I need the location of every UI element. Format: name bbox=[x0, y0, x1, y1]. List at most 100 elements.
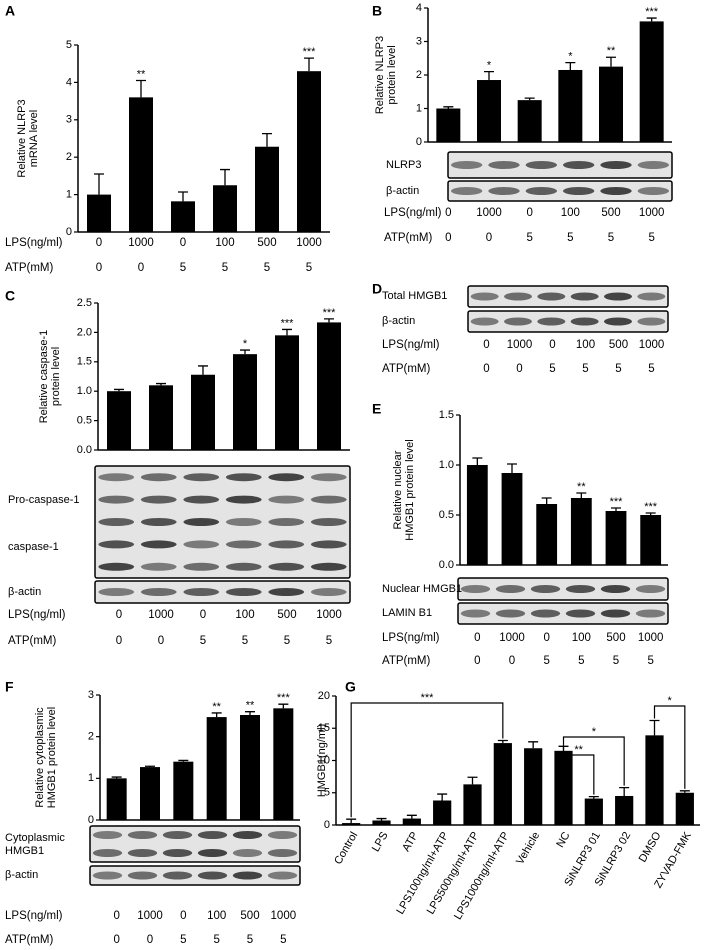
bar bbox=[605, 511, 627, 565]
bar bbox=[129, 97, 153, 232]
bar bbox=[149, 385, 173, 450]
condition-value: 5 bbox=[200, 635, 206, 647]
blot-band bbox=[637, 292, 666, 301]
blot-band bbox=[504, 317, 532, 326]
y-tick-label: 4 bbox=[416, 2, 422, 14]
error-bar bbox=[240, 349, 250, 355]
blot-box bbox=[447, 180, 673, 202]
condition-value: 100 bbox=[572, 632, 591, 644]
blot-band bbox=[310, 540, 347, 549]
error-bar bbox=[114, 388, 124, 392]
error-bar bbox=[282, 328, 292, 336]
panel-letter: A bbox=[5, 3, 15, 19]
blot-label: β-actin bbox=[386, 185, 419, 197]
condition-value: 0 bbox=[526, 207, 532, 219]
blot-band bbox=[98, 495, 135, 504]
condition-value: 0 bbox=[474, 632, 480, 644]
y-tick-label: 3 bbox=[416, 35, 422, 47]
y-axis-label: Relative NLRP3 bbox=[374, 36, 386, 114]
y-tick-label: 0 bbox=[88, 814, 94, 826]
bar bbox=[536, 504, 558, 565]
blot-band bbox=[450, 161, 483, 169]
x-tick-label: ATP bbox=[400, 830, 421, 854]
blot-band bbox=[525, 161, 558, 169]
significance-label: ** bbox=[607, 45, 616, 57]
condition-value: 0 bbox=[486, 232, 492, 244]
x-tick-label: LPS1000ng/ml+ATP bbox=[452, 830, 512, 922]
bar bbox=[342, 823, 361, 825]
error-bar bbox=[565, 61, 576, 70]
condition-label: LPS(ng/ml) bbox=[382, 632, 440, 644]
blot-box bbox=[467, 285, 669, 308]
bar bbox=[584, 798, 603, 825]
bar bbox=[517, 100, 542, 142]
blot-label: LAMIN B1 bbox=[382, 607, 432, 619]
blot-label: HMGB1 bbox=[5, 845, 44, 857]
blot-band bbox=[268, 518, 305, 526]
blot-band bbox=[140, 495, 177, 504]
condition-value: 5 bbox=[526, 232, 532, 244]
y-tick-label: 2 bbox=[88, 731, 94, 743]
error-bar bbox=[136, 79, 146, 98]
bar bbox=[493, 743, 512, 825]
comparison-label: * bbox=[592, 726, 597, 738]
significance-label: *** bbox=[644, 501, 658, 513]
blot-band bbox=[197, 849, 228, 857]
error-bar bbox=[472, 457, 483, 465]
blot-band bbox=[197, 831, 228, 839]
blot-band bbox=[127, 849, 158, 857]
blot-label: NLRP3 bbox=[386, 159, 421, 171]
error-bar bbox=[211, 712, 222, 718]
blot-band bbox=[183, 562, 220, 571]
bar bbox=[639, 21, 664, 142]
y-axis-label: Relative nuclear bbox=[392, 450, 404, 529]
y-axis-label: mRNA level bbox=[28, 110, 40, 167]
condition-value: 5 bbox=[647, 655, 653, 667]
condition-value: 0 bbox=[96, 262, 102, 274]
blot-band bbox=[600, 585, 631, 593]
blot-band bbox=[267, 849, 298, 857]
significance-label: * bbox=[487, 60, 492, 72]
y-axis-label: HMGB1(ng/ml) bbox=[316, 724, 328, 797]
blot-band bbox=[183, 588, 220, 596]
bar bbox=[436, 108, 461, 142]
error-bar bbox=[406, 814, 417, 819]
blot-band bbox=[460, 609, 491, 618]
condition-label: ATP(mM) bbox=[8, 635, 57, 647]
bar bbox=[554, 750, 573, 825]
condition-label: ATP(mM) bbox=[382, 655, 431, 667]
y-tick-label: 1.0 bbox=[77, 385, 92, 397]
blot-box bbox=[89, 865, 301, 886]
blot-band bbox=[488, 161, 520, 169]
condition-value: 500 bbox=[606, 632, 625, 644]
error-bar bbox=[245, 711, 255, 715]
comparison-bracket bbox=[562, 744, 595, 795]
y-axis-label: Relative cytoplasmic bbox=[34, 707, 46, 808]
blot-band bbox=[268, 562, 305, 571]
y-tick-label: 1.0 bbox=[439, 459, 454, 471]
blot-band bbox=[488, 187, 520, 195]
blot-band bbox=[470, 317, 499, 326]
bar bbox=[558, 69, 583, 142]
x-tick-label: Vehicle bbox=[514, 830, 542, 867]
blot-band bbox=[600, 161, 632, 169]
blot-band bbox=[565, 585, 596, 593]
condition-value: 1000 bbox=[316, 609, 342, 621]
error-bar bbox=[679, 790, 690, 793]
bar bbox=[233, 354, 257, 450]
y-tick-label: 20 bbox=[318, 690, 330, 702]
condition-value: 100 bbox=[207, 910, 226, 922]
y-tick-label: 1 bbox=[416, 102, 422, 114]
condition-value: 1000 bbox=[271, 910, 297, 922]
condition-value: 500 bbox=[609, 339, 628, 351]
y-tick-label: 2 bbox=[66, 151, 72, 163]
blot-band bbox=[98, 473, 135, 482]
condition-value: 5 bbox=[582, 363, 588, 375]
condition-label: ATP(mM) bbox=[5, 262, 54, 274]
error-bar bbox=[576, 492, 587, 498]
condition-label: LPS(ng/ml) bbox=[382, 339, 440, 351]
bar bbox=[87, 194, 111, 232]
error-bar bbox=[646, 17, 657, 22]
error-bar bbox=[467, 776, 478, 785]
error-bar bbox=[611, 507, 621, 511]
